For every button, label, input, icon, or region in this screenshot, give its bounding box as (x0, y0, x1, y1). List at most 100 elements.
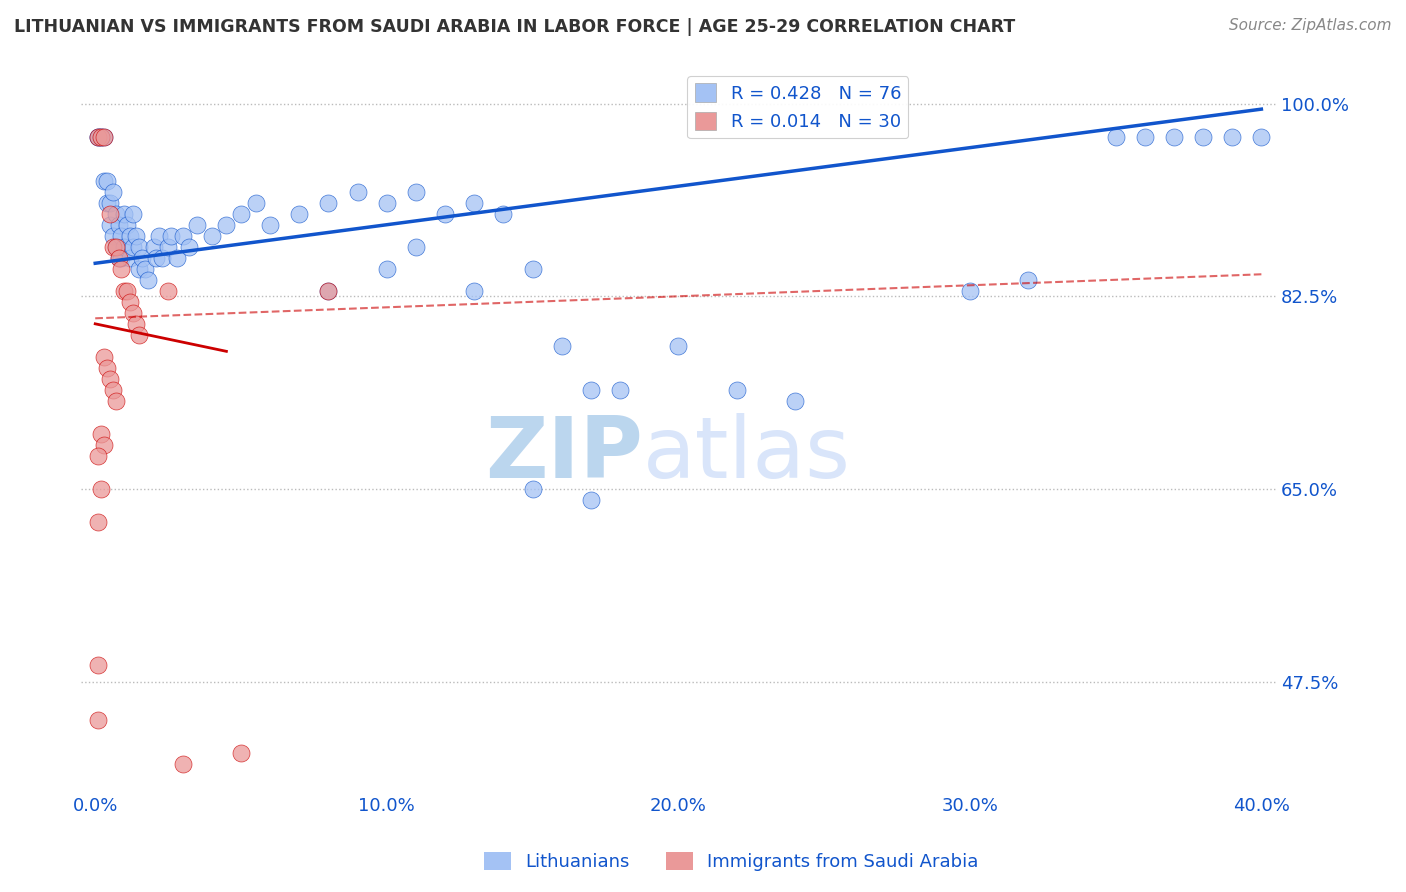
Point (122, 240, 145, 254)
Point (96, 360, 118, 375)
Point (229, 207, 252, 221)
Point (90, 129, 112, 144)
Point (318, 284, 340, 298)
Text: ZIP: ZIP (485, 413, 643, 497)
Point (177, 240, 200, 254)
Point (142, 240, 165, 254)
Point (112, 240, 135, 254)
Point (101, 228, 124, 243)
Point (117, 218, 139, 232)
Point (98, 218, 121, 232)
Point (134, 261, 156, 276)
Point (87, 129, 110, 144)
Point (375, 195, 398, 210)
Point (492, 207, 515, 221)
Point (1250, 129, 1272, 144)
Point (405, 185, 427, 199)
Point (107, 251, 129, 265)
Point (90, 482, 112, 496)
Point (186, 218, 208, 232)
Point (87, 129, 110, 144)
Point (122, 207, 145, 221)
Point (522, 261, 544, 276)
Point (104, 393, 127, 408)
Point (87, 515, 110, 529)
Point (725, 383, 748, 397)
Point (145, 251, 167, 265)
Point (96, 195, 118, 210)
Text: LITHUANIAN VS IMMIGRANTS FROM SAUDI ARABIA IN LABOR FORCE | AGE 25-29 CORRELATIO: LITHUANIAN VS IMMIGRANTS FROM SAUDI ARAB… (14, 18, 1015, 36)
Point (90, 426, 112, 441)
Point (666, 339, 689, 353)
Point (259, 218, 281, 232)
Point (1133, 129, 1156, 144)
Point (215, 218, 238, 232)
Point (90, 129, 112, 144)
Point (93, 129, 115, 144)
Point (136, 273, 159, 287)
Point (96, 174, 118, 188)
Point (125, 317, 148, 331)
Point (87, 713, 110, 727)
Point (125, 228, 148, 243)
Legend: R = 0.428   N = 76, R = 0.014   N = 30: R = 0.428 N = 76, R = 0.014 N = 30 (688, 76, 908, 138)
Point (110, 251, 132, 265)
Point (104, 240, 127, 254)
Point (245, 195, 267, 210)
Text: Source: ZipAtlas.com: Source: ZipAtlas.com (1229, 18, 1392, 33)
Point (1220, 129, 1243, 144)
Point (101, 383, 124, 397)
Point (128, 327, 150, 342)
Point (112, 284, 135, 298)
Point (160, 228, 183, 243)
Legend: Lithuanians, Immigrants from Saudi Arabia: Lithuanians, Immigrants from Saudi Arabi… (477, 845, 986, 879)
Point (93, 438, 115, 452)
Point (318, 284, 340, 298)
Point (579, 383, 602, 397)
Point (93, 174, 115, 188)
Point (288, 207, 311, 221)
Point (550, 339, 572, 353)
Text: atlas: atlas (643, 413, 851, 497)
Point (157, 240, 180, 254)
Point (1017, 273, 1039, 287)
Point (101, 240, 124, 254)
Point (128, 261, 150, 276)
Point (172, 228, 194, 243)
Point (120, 251, 142, 265)
Point (463, 284, 485, 298)
Point (107, 218, 129, 232)
Point (112, 207, 135, 221)
Point (318, 195, 340, 210)
Point (87, 658, 110, 673)
Point (87, 449, 110, 463)
Point (120, 228, 142, 243)
Point (229, 746, 252, 760)
Point (131, 251, 153, 265)
Point (110, 228, 132, 243)
Point (1192, 129, 1215, 144)
Point (1104, 129, 1126, 144)
Point (375, 261, 398, 276)
Point (150, 251, 173, 265)
Point (405, 240, 427, 254)
Point (434, 207, 457, 221)
Point (201, 228, 224, 243)
Point (157, 284, 180, 298)
Point (98, 195, 121, 210)
Point (609, 383, 631, 397)
Point (522, 482, 544, 496)
Point (104, 240, 127, 254)
Point (959, 284, 981, 298)
Point (120, 294, 142, 309)
Point (110, 261, 132, 276)
Point (579, 492, 602, 507)
Point (346, 185, 368, 199)
Point (463, 195, 485, 210)
Point (93, 350, 115, 364)
Point (101, 185, 124, 199)
Point (148, 228, 170, 243)
Point (172, 757, 194, 772)
Point (117, 284, 139, 298)
Point (783, 393, 806, 408)
